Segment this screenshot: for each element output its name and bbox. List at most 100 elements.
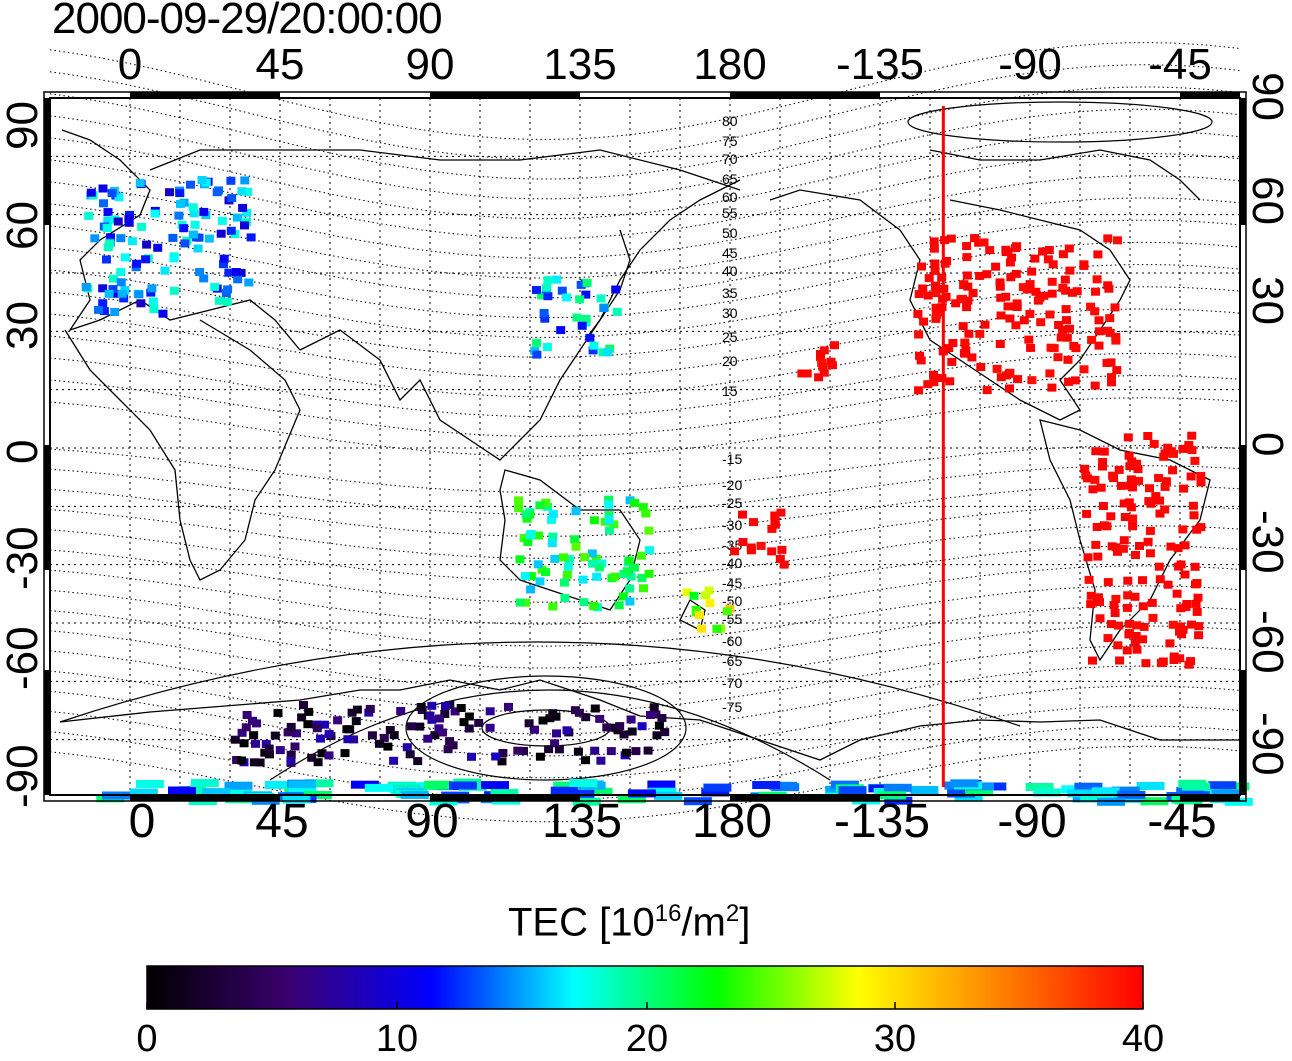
tec-cell <box>541 568 551 577</box>
tec-cell <box>960 338 970 347</box>
tec-cell <box>190 220 200 229</box>
tec-cell <box>116 278 126 287</box>
tec-cell <box>1105 314 1115 323</box>
tec-cell <box>588 346 598 355</box>
tec-cell <box>1155 509 1165 518</box>
right-lat-tick: 0 <box>1243 432 1292 457</box>
tec-cell <box>232 213 242 222</box>
tec-cell <box>703 783 732 792</box>
tec-cell <box>255 758 265 767</box>
tec-cell <box>548 602 558 611</box>
tec-cell <box>1070 376 1080 385</box>
tec-cell <box>1106 620 1116 629</box>
tec-cell <box>1149 439 1159 448</box>
tec-cell <box>995 278 1005 287</box>
tec-cell <box>1108 471 1118 480</box>
tec-cell <box>591 554 601 563</box>
tec-cell <box>286 750 296 759</box>
tec-cell <box>636 551 646 560</box>
tec-cell <box>1125 619 1135 628</box>
magnetic-contour <box>49 625 1241 691</box>
tec-cell <box>919 317 929 326</box>
magnetic-contour <box>49 308 1241 378</box>
tec-cell <box>541 498 551 507</box>
magnetic-contour <box>49 330 1241 398</box>
tec-cell <box>602 723 612 732</box>
tec-cell <box>347 708 357 717</box>
tec-cell <box>305 779 334 788</box>
tec-cell <box>951 299 961 308</box>
tec-cell <box>1086 302 1096 311</box>
tec-cell <box>958 294 967 303</box>
map-title: 2000-09-29/20:00:00 <box>52 0 443 43</box>
tec-cell <box>1005 314 1015 323</box>
tec-cell <box>189 209 199 218</box>
tec-cell <box>1005 258 1015 267</box>
left-lat-tick: 90 <box>0 101 47 150</box>
tec-cell <box>830 341 839 350</box>
tec-cell <box>1091 287 1100 296</box>
frame-tick-bar <box>430 795 580 801</box>
tec-cell <box>491 752 501 761</box>
tec-cell <box>1012 303 1022 311</box>
tec-cell <box>697 624 706 633</box>
tec-cell <box>579 598 589 607</box>
tec-cell <box>1091 447 1101 456</box>
tec-cell <box>526 572 536 581</box>
tec-cell <box>1184 441 1194 449</box>
tec-cell <box>1064 377 1074 386</box>
tec-cell <box>523 537 533 546</box>
tec-cell <box>1086 600 1096 609</box>
tec-cell <box>1093 250 1103 259</box>
tec-cell <box>1030 254 1040 263</box>
tec-cell <box>1067 789 1096 798</box>
tec-cell <box>578 575 588 584</box>
frame-tick-bar <box>130 92 280 98</box>
tec-cell <box>1019 316 1029 325</box>
tec-cell <box>613 726 623 735</box>
tec-cell <box>644 569 654 578</box>
magnetic-contour <box>49 645 1241 713</box>
frame-tick-bar <box>730 795 880 801</box>
tec-cell <box>219 254 229 263</box>
tec-cell <box>1005 368 1015 377</box>
tec-cell <box>292 729 301 738</box>
contour-label: -25 <box>722 495 742 511</box>
tec-cell <box>767 524 777 533</box>
tec-cell <box>722 607 732 616</box>
tec-cell <box>1064 244 1074 253</box>
colorbar-tick: 0 <box>136 1018 158 1060</box>
tec-cell <box>427 715 437 724</box>
tec-cell <box>637 722 647 731</box>
tec-cell <box>924 274 934 283</box>
tec-cell <box>1095 598 1104 606</box>
tec-cell <box>389 756 399 765</box>
tec-cell <box>416 703 426 711</box>
tec-cell <box>1191 599 1201 608</box>
tec-cell <box>964 329 974 338</box>
tec-cell <box>1119 536 1129 545</box>
tec-cell <box>931 289 941 297</box>
tec-cell <box>1224 797 1253 806</box>
tec-cell <box>1147 598 1157 607</box>
tec-cell <box>930 259 940 268</box>
tec-cell <box>324 729 334 738</box>
tec-cell <box>242 711 252 719</box>
tec-cell <box>572 313 582 322</box>
tec-cell <box>324 751 334 760</box>
tec-cell <box>1083 553 1093 562</box>
tec-cell <box>307 753 317 762</box>
tec-cell <box>1123 433 1133 442</box>
tec-cell <box>1166 542 1176 551</box>
tec-cell <box>1127 457 1137 466</box>
tec-cell <box>149 305 159 314</box>
tec-cell <box>1163 580 1173 589</box>
tec-cell <box>1006 273 1016 282</box>
frame-tick-bar <box>1240 445 1246 570</box>
tec-cell <box>481 781 509 790</box>
tec-cell <box>976 363 986 371</box>
tec-cell <box>349 735 359 744</box>
tec-cell <box>1090 475 1100 484</box>
magnetic-contour <box>49 465 1241 515</box>
tec-cell <box>1086 591 1096 600</box>
